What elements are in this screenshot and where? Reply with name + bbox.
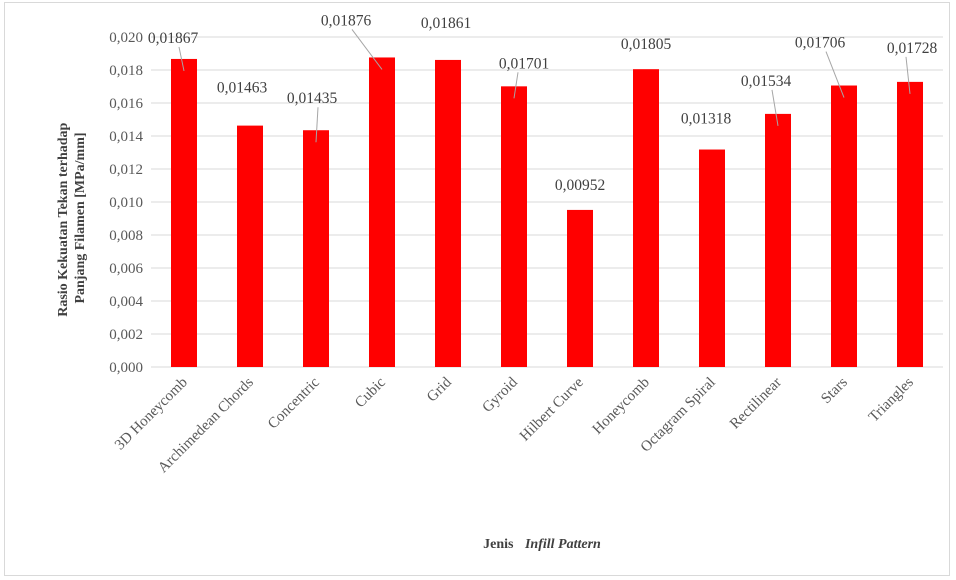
data-label: 0,01861 bbox=[421, 15, 471, 32]
bar bbox=[237, 125, 263, 367]
x-category-label: Honeycomb bbox=[590, 375, 653, 438]
label-leader-lines bbox=[178, 29, 911, 143]
bar bbox=[369, 57, 395, 368]
leader-line bbox=[315, 107, 319, 143]
bar bbox=[303, 130, 329, 367]
x-axis-title-italic: Infill Pattern bbox=[524, 537, 601, 552]
y-tick-label: 0,020 bbox=[109, 30, 143, 46]
bar-chart: 0,000 0,002 0,004 0,006 0,008 0,010 0,012 0,014… bbox=[56, 12, 943, 552]
leader-line bbox=[351, 29, 383, 70]
x-category-label: Gyroid bbox=[479, 374, 521, 416]
data-label: 0,01805 bbox=[621, 36, 672, 53]
x-category-label: Triangles bbox=[866, 374, 917, 425]
y-axis-title-line1: Rasio Kekuatan Tekan terhadap bbox=[56, 122, 71, 316]
x-category-label: Cubic bbox=[352, 374, 389, 411]
data-label: 0,01463 bbox=[217, 80, 268, 97]
gridlines bbox=[151, 36, 943, 368]
y-axis-title-line2: Panjang Filamen [MPa/mm] bbox=[73, 132, 88, 303]
data-label: 0,01534 bbox=[741, 73, 792, 90]
data-label: 0,01867 bbox=[148, 30, 199, 47]
data-label: 0,01706 bbox=[795, 35, 846, 52]
y-tick-label: 0,006 bbox=[109, 261, 143, 277]
x-axis-title-prefix: Jenis bbox=[483, 537, 514, 552]
bar bbox=[567, 209, 593, 367]
data-labels: 0,01867 0,01463 0,01435 0,01876 0,01861 0,017… bbox=[148, 12, 938, 193]
data-label: 0,01318 bbox=[681, 111, 732, 128]
y-tick-label: 0,016 bbox=[109, 96, 143, 112]
bar bbox=[501, 86, 527, 368]
x-axis-title: Jenis Infill Pattern bbox=[483, 537, 601, 552]
leader-line bbox=[905, 56, 911, 94]
bar bbox=[765, 113, 791, 367]
leader-line bbox=[771, 89, 779, 126]
chart-frame: 0,000 0,002 0,004 0,006 0,008 0,010 0,012 0,014… bbox=[4, 2, 950, 576]
bars bbox=[171, 57, 923, 368]
y-tick-labels: 0,000 0,002 0,004 0,006 0,008 0,010 0,012 0,014… bbox=[109, 30, 143, 376]
data-label: 0,00952 bbox=[555, 177, 605, 194]
y-tick-label: 0,008 bbox=[109, 228, 143, 244]
y-tick-label: 0,000 bbox=[109, 360, 143, 376]
data-label: 0,01728 bbox=[887, 40, 938, 57]
leader-line bbox=[178, 46, 185, 72]
data-label: 0,01876 bbox=[321, 12, 372, 29]
x-category-label: Concentric bbox=[265, 374, 323, 432]
bar bbox=[633, 69, 659, 368]
bar bbox=[897, 81, 923, 367]
x-category-label: Hilbert Curve bbox=[517, 374, 587, 444]
y-tick-label: 0,012 bbox=[109, 162, 143, 178]
x-category-label: Stars bbox=[818, 374, 851, 407]
data-label: 0,01701 bbox=[499, 55, 549, 72]
y-tick-label: 0,004 bbox=[109, 294, 143, 310]
bar bbox=[699, 149, 725, 367]
data-label: 0,01435 bbox=[287, 90, 338, 107]
x-category-label: Grid bbox=[424, 374, 455, 405]
y-axis-title: Rasio Kekuatan Tekan terhadap Panjang Fi… bbox=[56, 119, 88, 317]
y-tick-label: 0,010 bbox=[109, 195, 143, 211]
y-tick-label: 0,014 bbox=[109, 129, 143, 145]
bar bbox=[435, 59, 461, 368]
y-tick-label: 0,018 bbox=[109, 63, 143, 79]
leader-line bbox=[825, 51, 845, 98]
x-category-label: Rectilinear bbox=[727, 375, 785, 433]
y-tick-label: 0,002 bbox=[109, 327, 143, 343]
leader-line bbox=[513, 72, 519, 99]
bar bbox=[831, 85, 857, 367]
bar bbox=[171, 58, 197, 367]
